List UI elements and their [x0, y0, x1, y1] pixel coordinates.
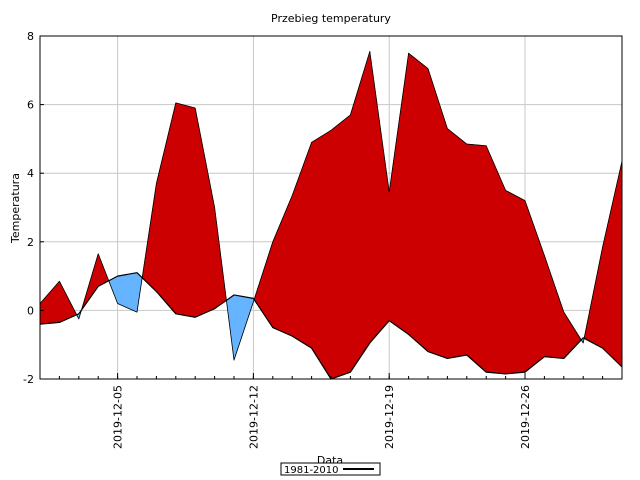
area-above-segment — [175, 102, 196, 318]
area-above-segment — [194, 107, 215, 318]
area-above-segment — [524, 200, 545, 373]
legend-entry-label: 1981-2010 — [284, 465, 339, 476]
x-tick-label: 2019-12-05 — [112, 385, 125, 449]
y-axis-ticks: -2 0 2 4 6 8 — [23, 30, 44, 386]
area-above-segment — [39, 280, 60, 325]
area-above-segment — [350, 51, 371, 373]
area-above-segment — [505, 189, 526, 375]
area-above-segment — [602, 161, 623, 368]
area-above-segment — [388, 53, 409, 335]
y-tick-label: 4 — [27, 167, 34, 180]
area-above-segment — [272, 195, 293, 337]
y-tick-label: 6 — [27, 99, 34, 112]
area-above-segment — [156, 102, 177, 315]
area-above-segment — [253, 241, 274, 329]
legend: 1981-2010 — [280, 462, 381, 476]
y-tick-label: -2 — [23, 373, 34, 386]
legend-box — [280, 462, 381, 476]
area-above-segment — [466, 143, 487, 373]
area-above-segment — [330, 114, 351, 380]
x-tick-label: 2019-12-19 — [383, 385, 396, 449]
y-tick-label: 8 — [27, 30, 34, 43]
x-axis-ticks: 2019-12-05 2019-12-12 2019-12-19 2019-12-26 — [39, 373, 623, 449]
area-above-segment — [447, 128, 468, 359]
area-above-segment — [485, 145, 506, 375]
y-tick-label: 2 — [27, 236, 34, 249]
series-observed-line — [39, 51, 623, 361]
fill-areas — [39, 51, 623, 380]
x-tick-label: 2019-12-12 — [247, 385, 260, 449]
area-above-segment — [427, 68, 448, 359]
area-below-segment — [117, 272, 138, 313]
y-tick-label: 0 — [27, 304, 34, 317]
area-above-segment — [544, 255, 565, 359]
chart-title: Przebieg temperatury — [271, 12, 391, 25]
area-above-segment — [408, 52, 429, 353]
x-tick-label: 2019-12-26 — [519, 385, 532, 449]
area-above-segment — [369, 51, 390, 344]
y-axis-label: Temperatura — [9, 173, 22, 244]
area-above-segment — [311, 129, 332, 380]
